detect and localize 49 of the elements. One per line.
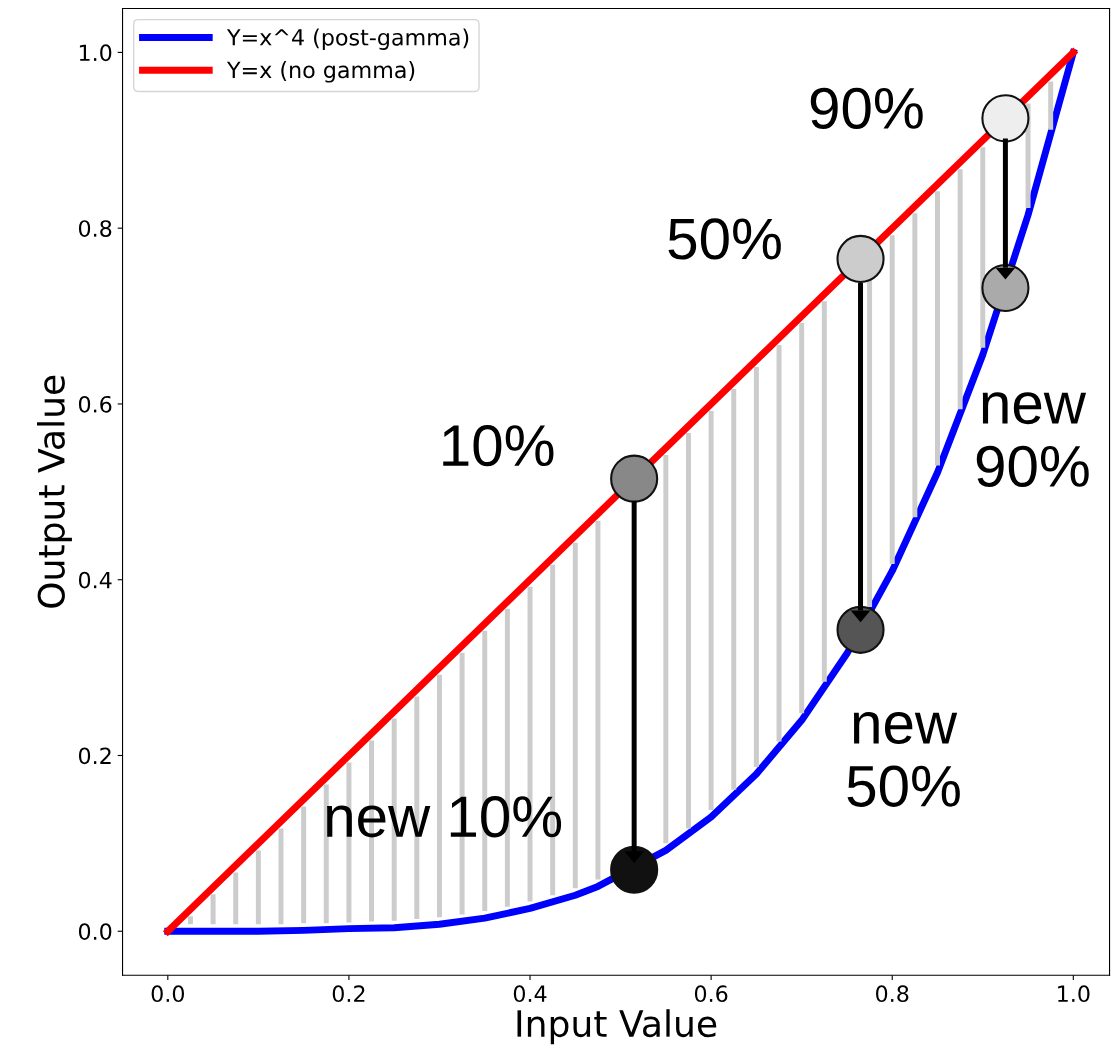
point xyxy=(610,454,659,503)
bar xyxy=(1048,81,1054,130)
annotation: 10% xyxy=(443,425,554,467)
x-tick-label: 0.6 xyxy=(694,985,728,1003)
bar xyxy=(595,520,601,880)
bar xyxy=(187,916,193,925)
y-tick-label: 0.4 xyxy=(78,571,112,589)
bar xyxy=(663,454,669,844)
bar xyxy=(255,850,261,925)
bar xyxy=(301,806,307,924)
bar xyxy=(1025,103,1031,208)
x-tick-label: 0.2 xyxy=(332,985,365,1003)
bar xyxy=(323,784,329,924)
bar xyxy=(731,389,737,790)
bar xyxy=(935,191,940,466)
legend-label: Y=x (no gamma) xyxy=(226,61,415,83)
annotation: new 10% xyxy=(327,796,562,838)
y-axis-title: Output Value xyxy=(36,375,72,608)
bar xyxy=(685,432,691,829)
y-tick-label: 0.6 xyxy=(78,395,112,413)
y-tick-label: 0.2 xyxy=(78,747,111,765)
x-tick-label: 1.0 xyxy=(1058,985,1090,1003)
x-axis-title: Input Value xyxy=(517,1009,717,1045)
bar xyxy=(436,674,442,918)
bar xyxy=(572,542,578,889)
point xyxy=(981,94,1030,143)
bar xyxy=(233,872,239,925)
x-tick-label: 0.0 xyxy=(151,985,185,1003)
bar xyxy=(821,301,827,682)
bar xyxy=(753,367,759,767)
y-tick-label: 1.0 xyxy=(79,44,112,62)
bar xyxy=(957,169,963,410)
annotation: 90% xyxy=(810,87,923,129)
x-tick-label: 0.8 xyxy=(876,985,909,1003)
legend-label: Y=x^4 (post-gamma) xyxy=(226,28,469,50)
point xyxy=(836,234,885,284)
bar xyxy=(799,323,805,714)
bar xyxy=(210,894,216,925)
annotation: 50% xyxy=(668,218,781,260)
annotation: new 50% xyxy=(847,712,960,807)
bar xyxy=(980,147,986,348)
bar xyxy=(889,235,895,564)
x-tick-label: 0.4 xyxy=(513,985,547,1003)
bar xyxy=(708,410,714,810)
y-tick-label: 0.0 xyxy=(78,923,112,941)
y-tick-label: 0.8 xyxy=(78,220,112,237)
bar xyxy=(912,213,918,518)
bar xyxy=(776,345,782,742)
annotation: new 90% xyxy=(976,392,1089,488)
